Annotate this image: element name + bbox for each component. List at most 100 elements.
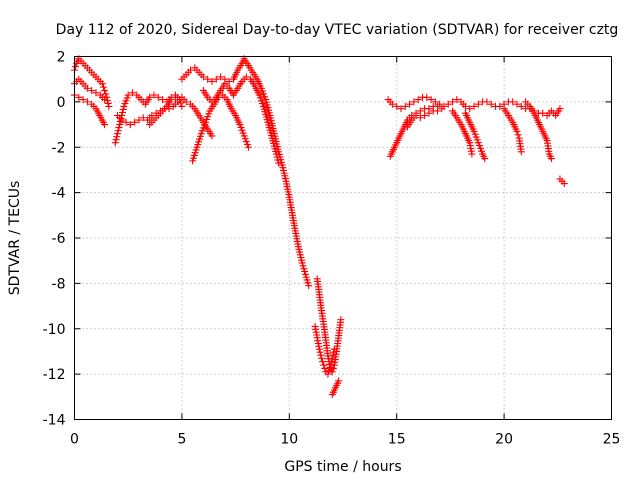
data-point [148, 111, 156, 119]
data-point [122, 118, 130, 126]
data-point [517, 102, 525, 110]
data-point [182, 98, 190, 106]
data-point [421, 111, 429, 119]
data-point [434, 107, 442, 115]
data-point [453, 96, 461, 104]
data-points [71, 55, 568, 399]
data-point [431, 98, 439, 106]
data-point [99, 83, 107, 91]
data-point [105, 102, 113, 110]
data-point [128, 89, 136, 97]
data-point [104, 99, 112, 107]
data-point [275, 159, 283, 167]
data-point [102, 90, 110, 98]
data-point [113, 130, 121, 138]
chart-title: Day 112 of 2020, Sidereal Day-to-day VTE… [56, 22, 619, 38]
axis-ticks: 20-2-4-6-8-10-12-140 5 10 15 20 25 [43, 50, 621, 448]
data-point [171, 93, 179, 101]
y-tick-label: -10 [43, 322, 66, 338]
data-point [101, 96, 109, 104]
grid [74, 56, 612, 420]
data-point [470, 102, 478, 110]
data-point [118, 116, 126, 124]
y-tick-label: -14 [43, 413, 66, 429]
data-point [326, 363, 334, 371]
data-point [118, 108, 126, 116]
data-point [272, 150, 280, 158]
data-point [146, 93, 154, 101]
data-point [513, 127, 521, 135]
data-point [113, 133, 121, 141]
data-point [513, 100, 521, 108]
y-tick-label: -4 [52, 186, 66, 202]
data-point [514, 131, 522, 139]
data-point [337, 316, 345, 324]
data-point [388, 100, 396, 108]
data-point [101, 87, 109, 95]
data-point [335, 377, 343, 385]
x-tick-label: 5 [177, 432, 186, 448]
data-point [444, 100, 452, 108]
data-point [329, 351, 337, 359]
data-point [208, 132, 216, 140]
x-tick-label: 15 [388, 432, 406, 448]
data-point [186, 66, 194, 74]
data-point [327, 360, 335, 368]
data-point [167, 96, 175, 104]
data-point [217, 73, 225, 81]
x-tick-label: 0 [70, 432, 79, 448]
y-tick-label: 0 [57, 95, 66, 111]
y-tick-label: -6 [52, 231, 66, 247]
data-point [324, 370, 332, 378]
data-point [199, 73, 207, 81]
data-point [318, 354, 326, 362]
data-point [83, 98, 91, 106]
data-point [539, 109, 547, 117]
data-point [560, 180, 568, 188]
data-point [438, 105, 446, 113]
data-point [177, 99, 185, 107]
data-point [92, 89, 100, 97]
data-point [178, 102, 186, 110]
data-point [496, 102, 504, 110]
data-point [274, 156, 282, 164]
data-point [449, 98, 457, 106]
data-point [119, 105, 127, 113]
data-point [75, 93, 83, 101]
data-point [83, 84, 91, 92]
data-point [328, 368, 336, 376]
data-point [315, 345, 323, 353]
x-tick-label: 25 [603, 432, 621, 448]
data-point [330, 348, 338, 356]
data-point [406, 100, 414, 108]
data-point [204, 75, 212, 83]
data-point [483, 98, 491, 106]
data-point [150, 91, 158, 99]
data-point [416, 114, 424, 122]
y-tick-label: -8 [52, 276, 66, 292]
y-tick-label: -2 [52, 140, 66, 156]
data-point [131, 118, 139, 126]
data-point [556, 105, 564, 113]
x-tick-label: 20 [495, 432, 513, 448]
data-point [330, 345, 338, 353]
data-point [393, 102, 401, 110]
data-point [474, 100, 482, 108]
data-point [329, 364, 337, 372]
data-point [112, 136, 120, 144]
data-point [487, 100, 495, 108]
plot-frame [74, 56, 612, 420]
data-point [547, 155, 555, 163]
data-point [305, 282, 313, 290]
data-point [273, 153, 281, 161]
data-point [114, 127, 122, 135]
data-point [425, 109, 433, 117]
data-point [111, 139, 119, 147]
data-point [115, 124, 123, 132]
data-point [135, 116, 143, 124]
data-point [159, 96, 167, 104]
data-point [317, 351, 325, 359]
y-axis-label: SDTVAR / TECUs [7, 181, 23, 296]
data-point [88, 87, 96, 95]
